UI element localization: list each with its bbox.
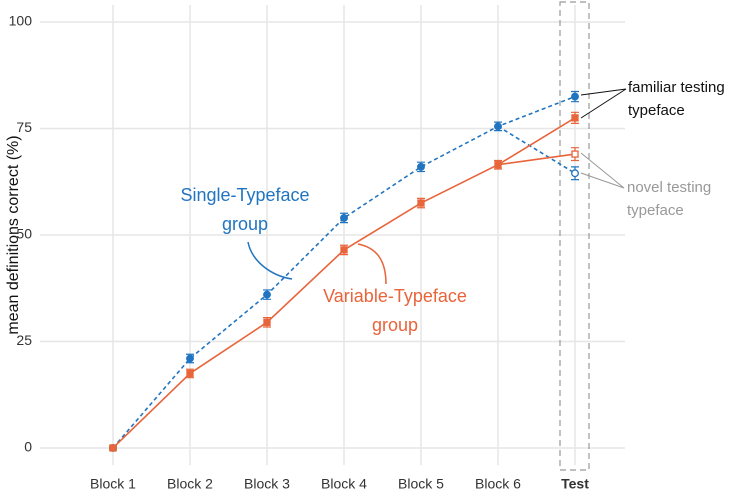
point bbox=[186, 369, 194, 378]
novel-pointer bbox=[580, 152, 625, 189]
point bbox=[340, 214, 348, 222]
point bbox=[340, 246, 348, 254]
point bbox=[109, 444, 117, 452]
familiar-label: familiar testing typeface bbox=[628, 79, 725, 119]
y-tick-label: 100 bbox=[9, 13, 33, 29]
x-tick-label: Block 4 bbox=[321, 476, 367, 492]
series-label: Variable-Typeface group bbox=[323, 286, 467, 335]
y-tick-label: 50 bbox=[16, 226, 32, 242]
x-tick-label: Test bbox=[561, 476, 589, 492]
point bbox=[571, 150, 579, 158]
x-tick-label: Block 2 bbox=[167, 476, 213, 492]
point bbox=[494, 161, 502, 169]
point bbox=[571, 114, 579, 122]
point bbox=[571, 92, 579, 101]
point bbox=[571, 169, 579, 178]
point bbox=[494, 122, 502, 131]
grid-layer bbox=[40, 5, 625, 465]
x-tick-label: Block 3 bbox=[244, 476, 290, 492]
x-tick-label: Block 6 bbox=[475, 476, 521, 492]
test-box bbox=[559, 1, 590, 471]
point bbox=[417, 162, 425, 171]
point bbox=[186, 354, 194, 363]
y-tick-label: 0 bbox=[24, 439, 32, 455]
series-line-novel bbox=[497, 125, 576, 174]
x-tick-label: Block 1 bbox=[90, 476, 136, 492]
series-line-novel bbox=[497, 153, 576, 166]
y-tick-label: 25 bbox=[16, 332, 32, 348]
y-axis-label: mean definitions correct (%) bbox=[5, 135, 22, 334]
x-tick-label: Block 5 bbox=[398, 476, 444, 492]
series-label: Single-Typeface group bbox=[180, 185, 309, 234]
familiar-pointer bbox=[580, 88, 627, 119]
point bbox=[263, 318, 271, 326]
y-tick-label: 75 bbox=[16, 119, 32, 135]
novel-label: novel testing typeface bbox=[627, 179, 711, 219]
point bbox=[263, 290, 271, 299]
point bbox=[417, 199, 425, 207]
blue-pointer bbox=[247, 241, 293, 280]
orange-pointer bbox=[357, 243, 387, 285]
